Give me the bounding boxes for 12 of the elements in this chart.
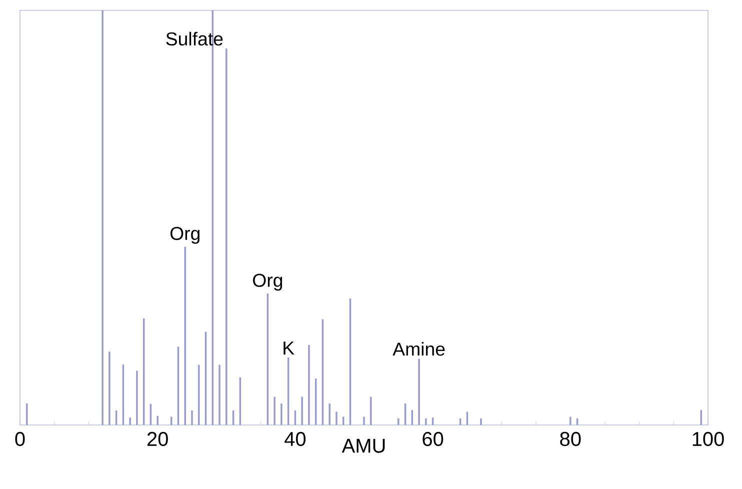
annotation: Org <box>253 274 282 291</box>
annotation: Amine <box>392 342 445 356</box>
x-tick-label: 20 <box>147 432 168 446</box>
x-tick-label: 60 <box>422 432 444 446</box>
x-tick-label: 0 <box>15 432 25 446</box>
x-tick-label: 100 <box>692 432 724 446</box>
x-tick-label: 40 <box>284 432 306 446</box>
annotation: Sulfate <box>166 32 223 46</box>
annotation: Org <box>170 226 200 244</box>
x-tick-label: 80 <box>560 432 581 446</box>
x-axis-title: AMU <box>342 438 385 453</box>
annotation: K <box>284 342 294 354</box>
